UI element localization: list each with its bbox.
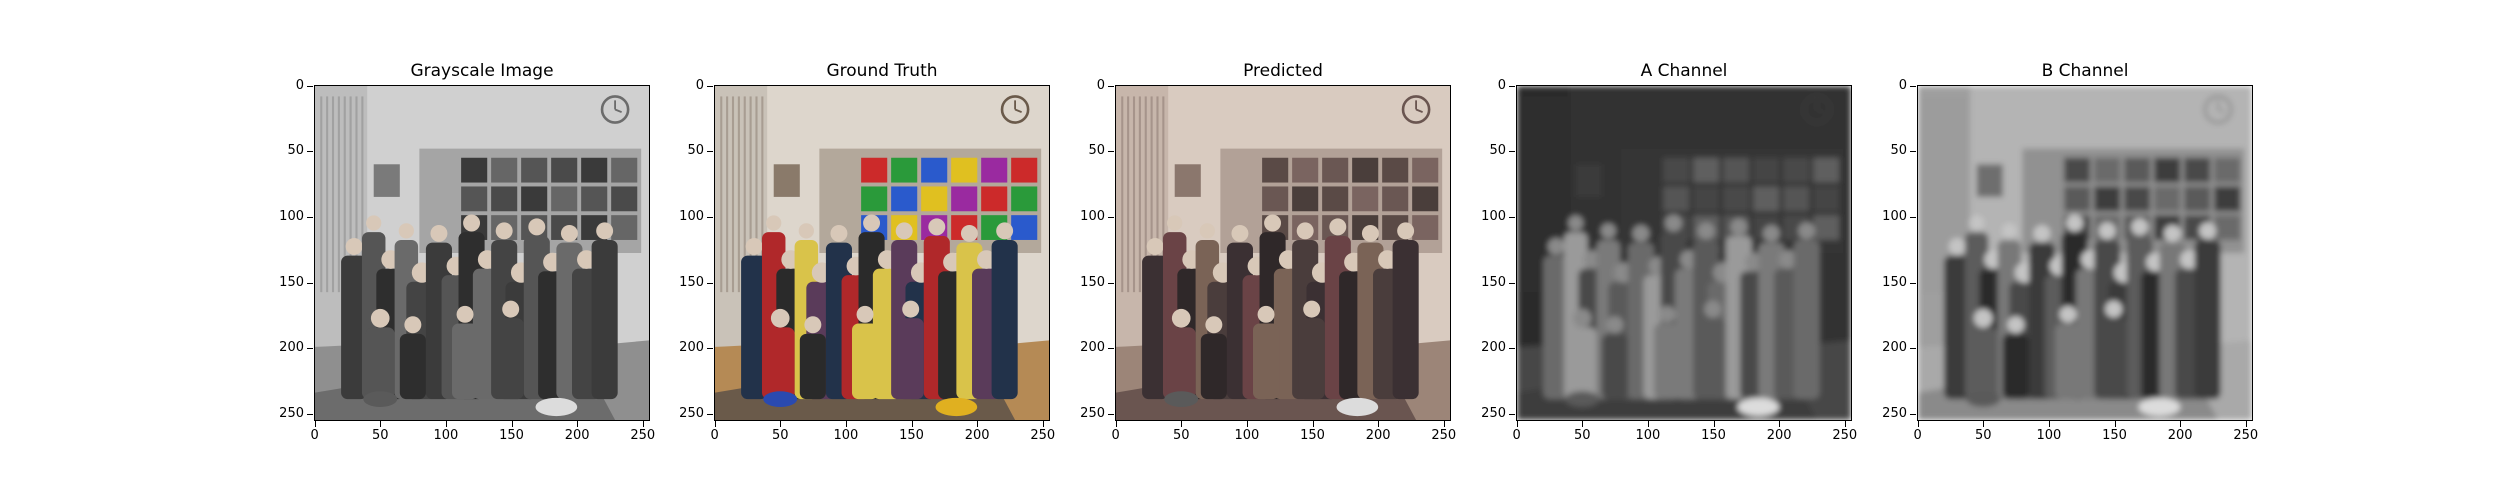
y-tick-label: 50 xyxy=(264,143,313,158)
x-tick-label: 150 xyxy=(1694,421,1734,443)
x-tick-label: 150 xyxy=(2095,421,2135,443)
y-tick-label: 0 xyxy=(664,78,713,93)
y-tick-label: 200 xyxy=(264,340,313,355)
x-tick-label: 250 xyxy=(1023,421,1063,443)
y-tick-label: 150 xyxy=(1065,275,1114,290)
x-tick-label: 200 xyxy=(1759,421,1799,443)
x-tick-label: 0 xyxy=(295,421,335,443)
x-tick-label: 150 xyxy=(1293,421,1333,443)
y-tick-label: 200 xyxy=(1867,340,1916,355)
y-tick-label: 200 xyxy=(1466,340,1515,355)
y-tick-label: 50 xyxy=(1466,143,1515,158)
y-tick-label: 0 xyxy=(1065,78,1114,93)
x-tick-label: 50 xyxy=(1161,421,1201,443)
y-tick-label: 200 xyxy=(1065,340,1114,355)
x-tick-label: 150 xyxy=(492,421,532,443)
y-tick-label: 100 xyxy=(1466,209,1515,224)
y-tick-label: 100 xyxy=(1065,209,1114,224)
x-tick-label: 250 xyxy=(1825,421,1865,443)
y-tick-label: 250 xyxy=(1466,406,1515,421)
y-tick-label: 100 xyxy=(264,209,313,224)
y-tick-label: 200 xyxy=(664,340,713,355)
x-tick-label: 100 xyxy=(826,421,866,443)
x-tick-label: 50 xyxy=(760,421,800,443)
y-tick-label: 150 xyxy=(664,275,713,290)
y-tick-label: 50 xyxy=(1867,143,1916,158)
image-axes xyxy=(1115,85,1451,421)
y-tick-label: 250 xyxy=(664,406,713,421)
x-tick-label: 100 xyxy=(1628,421,1668,443)
y-tick-label: 0 xyxy=(1466,78,1515,93)
y-tick-label: 50 xyxy=(1065,143,1114,158)
y-tick-label: 0 xyxy=(1867,78,1916,93)
x-tick-label: 50 xyxy=(360,421,400,443)
x-tick-label: 150 xyxy=(892,421,932,443)
image-axes xyxy=(1917,85,2253,421)
x-tick-label: 200 xyxy=(957,421,997,443)
image-axes xyxy=(1516,85,1852,421)
panel-title: Ground Truth xyxy=(826,61,938,81)
y-tick-label: 100 xyxy=(664,209,713,224)
x-tick-label: 0 xyxy=(1898,421,1938,443)
x-tick-label: 200 xyxy=(557,421,597,443)
y-tick-label: 250 xyxy=(264,406,313,421)
panel-title: Predicted xyxy=(1243,61,1323,81)
panel-title: Grayscale Image xyxy=(410,61,554,81)
x-tick-label: 0 xyxy=(695,421,735,443)
y-tick-label: 150 xyxy=(264,275,313,290)
panel-title: B Channel xyxy=(2041,61,2129,81)
y-tick-label: 0 xyxy=(264,78,313,93)
y-tick-label: 50 xyxy=(664,143,713,158)
x-tick-label: 50 xyxy=(1562,421,1602,443)
x-tick-label: 50 xyxy=(1963,421,2003,443)
y-tick-label: 250 xyxy=(1867,406,1916,421)
image-axes xyxy=(314,85,650,421)
y-tick-label: 250 xyxy=(1065,406,1114,421)
x-tick-label: 200 xyxy=(2160,421,2200,443)
panel-title: A Channel xyxy=(1640,61,1728,81)
x-tick-label: 250 xyxy=(2226,421,2266,443)
x-tick-label: 100 xyxy=(2029,421,2069,443)
x-tick-label: 250 xyxy=(1424,421,1464,443)
x-tick-label: 0 xyxy=(1497,421,1537,443)
x-tick-label: 0 xyxy=(1096,421,1136,443)
y-tick-label: 150 xyxy=(1466,275,1515,290)
y-tick-label: 100 xyxy=(1867,209,1916,224)
x-tick-label: 250 xyxy=(623,421,663,443)
y-tick-label: 150 xyxy=(1867,275,1916,290)
x-tick-label: 100 xyxy=(1227,421,1267,443)
x-tick-label: 200 xyxy=(1358,421,1398,443)
image-axes xyxy=(714,85,1050,421)
x-tick-label: 100 xyxy=(426,421,466,443)
